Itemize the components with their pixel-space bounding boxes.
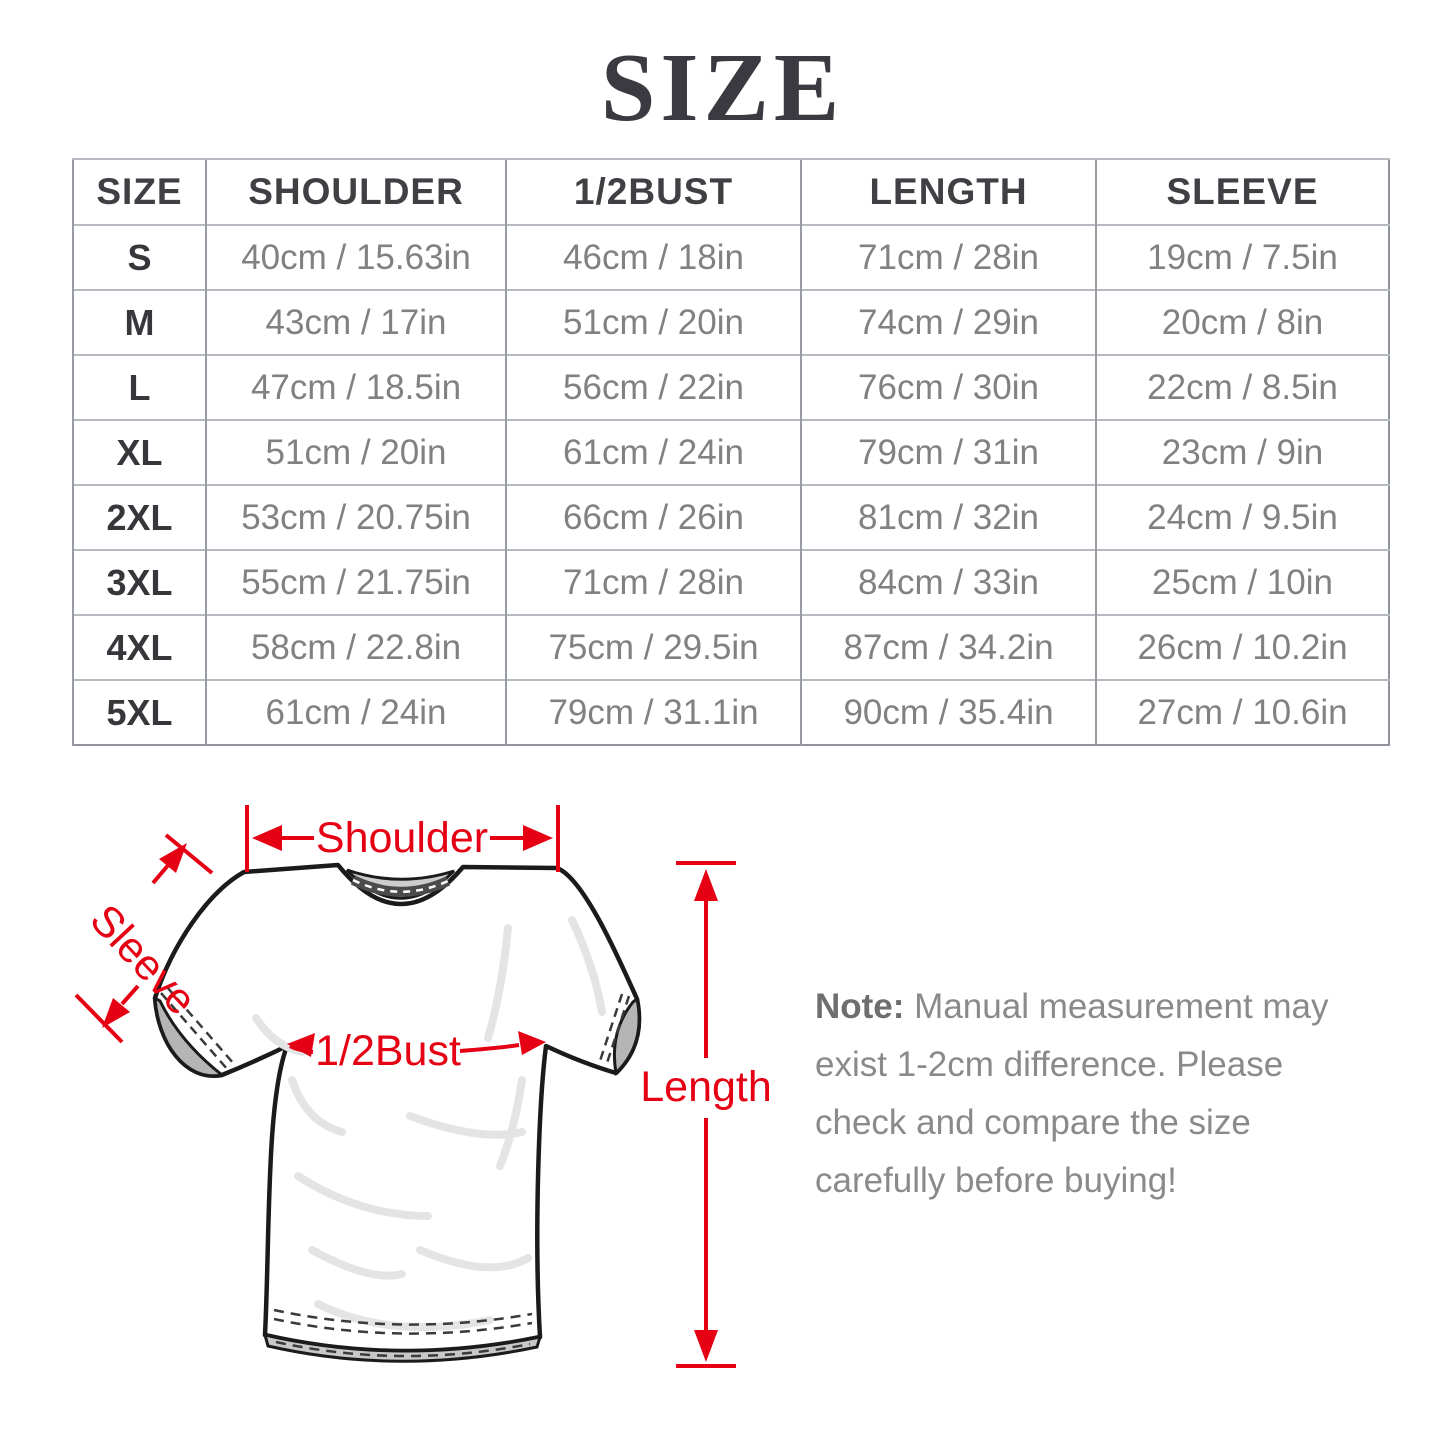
table-row: 5XL 61cm / 24in 79cm / 31.1in 90cm / 35.4in… bbox=[72, 679, 1389, 745]
note-line: carefully before buying! bbox=[815, 1161, 1177, 1200]
measure-cell: 79cm / 31.1in bbox=[505, 679, 801, 745]
measure-cell: 55cm / 21.75in bbox=[205, 549, 506, 615]
hem-fold bbox=[262, 1332, 543, 1363]
sleeve-arrow-down bbox=[102, 998, 130, 1028]
column-header: SLEEVE bbox=[1095, 158, 1389, 225]
measure-cell: 51cm / 20in bbox=[505, 289, 801, 355]
bust-arrow-right bbox=[518, 1031, 546, 1055]
measure-cell: 84cm / 33in bbox=[800, 549, 1096, 615]
table-header-row: SIZE SHOULDER 1/2BUST LENGTH SLEEVE bbox=[72, 158, 1389, 225]
table-row: 2XL 53cm / 20.75in 66cm / 26in 81cm / 32in 2… bbox=[72, 484, 1389, 550]
size-cell: 3XL bbox=[72, 549, 206, 615]
measure-cell: 40cm / 15.63in bbox=[205, 224, 506, 290]
shoulder-annotation: Shoulder bbox=[245, 805, 560, 872]
table-row: L 47cm / 18.5in 56cm / 22in 76cm / 30in 22cm… bbox=[72, 354, 1389, 420]
collar-band bbox=[350, 875, 451, 897]
column-header: SIZE bbox=[72, 158, 206, 225]
measure-cell: 75cm / 29.5in bbox=[505, 614, 801, 680]
measure-cell: 71cm / 28in bbox=[800, 224, 1096, 290]
length-arrow-up bbox=[694, 869, 718, 901]
page-title: SIZE bbox=[600, 34, 845, 142]
half-bust-annotation: 1/2Bust bbox=[287, 1027, 546, 1075]
note-line: check and compare the size bbox=[815, 1103, 1251, 1142]
note-line: Note: Manual measurement may bbox=[815, 987, 1329, 1026]
sleeve-arrow-up bbox=[159, 843, 187, 873]
measure-cell: 87cm / 34.2in bbox=[800, 614, 1096, 680]
hem-stitches bbox=[273, 1308, 533, 1358]
measure-cell: 90cm / 35.4in bbox=[800, 679, 1096, 745]
measure-cell: 51cm / 20in bbox=[205, 419, 506, 485]
measure-cell: 71cm / 28in bbox=[505, 549, 801, 615]
shoulder-label: Shoulder bbox=[316, 814, 488, 862]
measure-cell: 76cm / 30in bbox=[800, 354, 1096, 420]
measure-cell: 66cm / 26in bbox=[505, 484, 801, 550]
shoulder-arrow-right bbox=[523, 825, 553, 851]
measure-cell: 61cm / 24in bbox=[505, 419, 801, 485]
table-row: M 43cm / 17in 51cm / 20in 74cm / 29in 20cm /… bbox=[72, 289, 1389, 355]
measure-cell: 58cm / 22.8in bbox=[205, 614, 506, 680]
note-text: Note: Manual measurement may exist 1-2cm… bbox=[815, 978, 1375, 1210]
size-cell: M bbox=[72, 289, 206, 355]
measure-cell: 61cm / 24in bbox=[205, 679, 506, 745]
tshirt-illustration bbox=[152, 862, 642, 1363]
bust-arrow-left bbox=[287, 1033, 315, 1057]
measure-cell: 43cm / 17in bbox=[205, 289, 506, 355]
note-label: Note: bbox=[815, 987, 905, 1026]
measure-cell: 19cm / 7.5in bbox=[1095, 224, 1389, 290]
size-cell: 2XL bbox=[72, 484, 206, 550]
measure-cell: 81cm / 32in bbox=[800, 484, 1096, 550]
measure-cell: 27cm / 10.6in bbox=[1095, 679, 1389, 745]
measure-cell: 46cm / 18in bbox=[505, 224, 801, 290]
cuff-stitches bbox=[160, 986, 631, 1071]
size-cell: 5XL bbox=[72, 679, 206, 745]
measure-cell: 23cm / 9in bbox=[1095, 419, 1389, 485]
length-arrow-down bbox=[694, 1330, 718, 1362]
wrinkle-lines bbox=[252, 916, 606, 1332]
table-row: S 40cm / 15.63in 46cm / 18in 71cm / 28in 19c… bbox=[72, 224, 1389, 290]
left-cuff-face bbox=[153, 995, 226, 1078]
measure-cell: 22cm / 8.5in bbox=[1095, 354, 1389, 420]
table-row: 4XL 58cm / 22.8in 75cm / 29.5in 87cm / 34.2… bbox=[72, 614, 1389, 680]
measure-cell: 20cm / 8in bbox=[1095, 289, 1389, 355]
note-line: exist 1-2cm difference. Please bbox=[815, 1045, 1284, 1084]
measure-cell: 26cm / 10.2in bbox=[1095, 614, 1389, 680]
measure-cell: 56cm / 22in bbox=[505, 354, 801, 420]
table-row: 3XL 55cm / 21.75in 71cm / 28in 84cm / 33in 2… bbox=[72, 549, 1389, 615]
measure-cell: 74cm / 29in bbox=[800, 289, 1096, 355]
length-label: Length bbox=[640, 1063, 772, 1111]
column-header: SHOULDER bbox=[205, 158, 506, 225]
length-annotation: Length bbox=[640, 861, 772, 1368]
table-row: XL 51cm / 20in 61cm / 24in 79cm / 31in 23cm … bbox=[72, 419, 1389, 485]
measure-cell: 25cm / 10in bbox=[1095, 549, 1389, 615]
size-cell: L bbox=[72, 354, 206, 420]
half-bust-label: 1/2Bust bbox=[315, 1027, 461, 1075]
shoulder-arrow-left bbox=[252, 825, 282, 851]
measure-cell: 47cm / 18.5in bbox=[205, 354, 506, 420]
right-cuff-face bbox=[612, 996, 641, 1077]
measure-cell: 53cm / 20.75in bbox=[205, 484, 506, 550]
tshirt-diagram: Shoulder Sleeve 1/2Bust Length bbox=[74, 805, 772, 1368]
size-cell: 4XL bbox=[72, 614, 206, 680]
measure-cell: 79cm / 31in bbox=[800, 419, 1096, 485]
size-table: SIZE SHOULDER 1/2BUST LENGTH SLEEVE S 40cm / … bbox=[72, 158, 1390, 746]
size-cell: S bbox=[72, 224, 206, 290]
column-header: 1/2BUST bbox=[505, 158, 801, 225]
measure-cell: 24cm / 9.5in bbox=[1095, 484, 1389, 550]
column-header: LENGTH bbox=[800, 158, 1096, 225]
size-cell: XL bbox=[72, 419, 206, 485]
